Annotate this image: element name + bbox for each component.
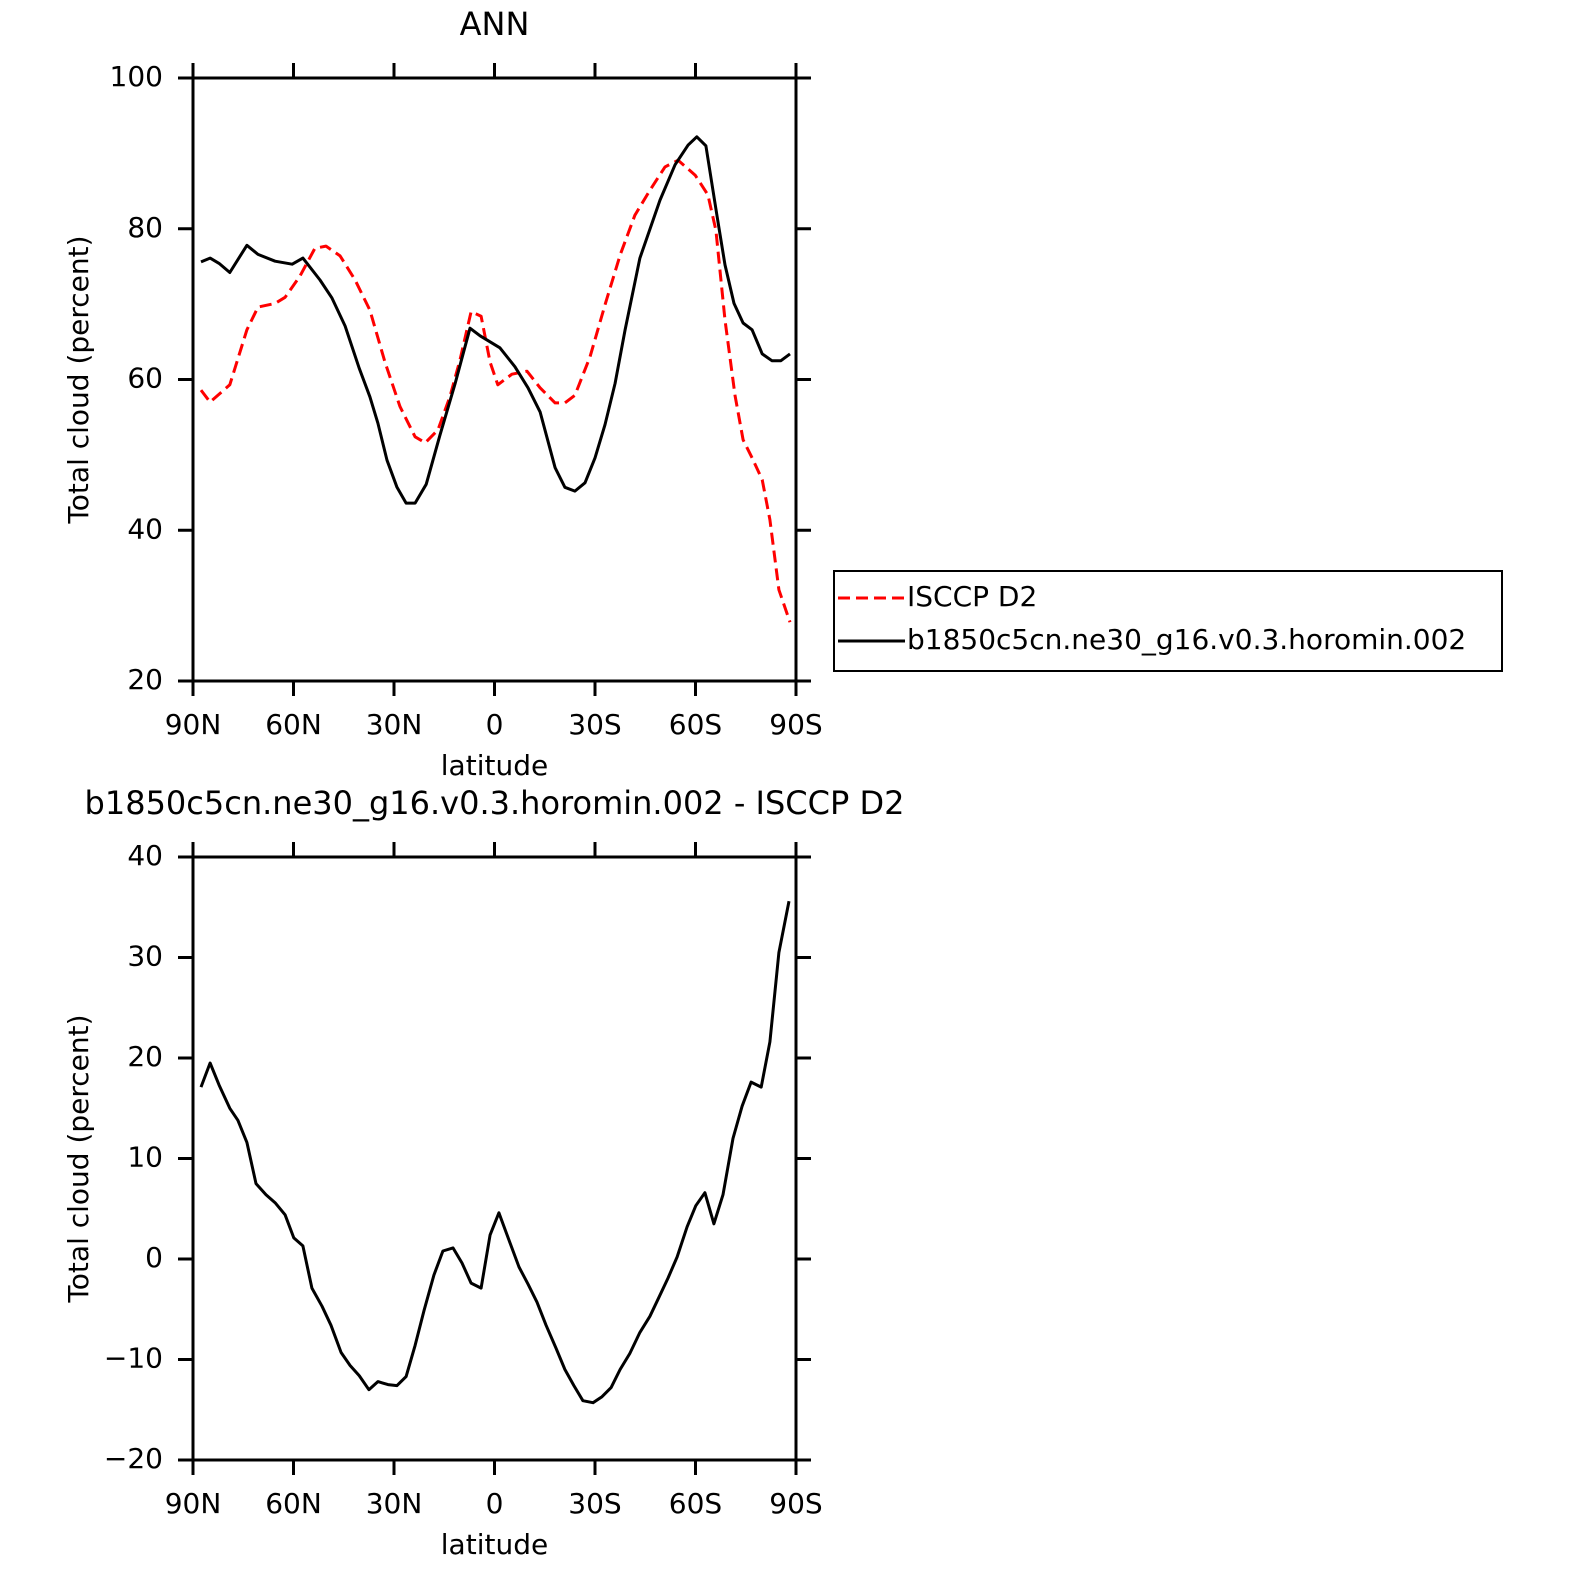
y-tick-label: −10 [104,1342,163,1375]
legend-label: ISCCP D2 [907,580,1037,613]
y-tick-label: −20 [104,1442,163,1475]
x-tick-label: 0 [486,708,504,741]
y-axis-label: Total cloud (percent) [62,1014,95,1303]
x-tick-label: 90S [769,708,822,741]
x-tick-label: 60S [669,1487,722,1520]
series-line [200,135,791,505]
series-line [199,158,792,623]
y-tick-label: 40 [127,839,163,872]
x-axis-label: latitude [441,1528,548,1561]
y-axis-label: Total cloud (percent) [62,235,95,524]
legend-label: b1850c5cn.ne30_g16.v0.3.horomin.002 [907,623,1466,656]
x-tick-label: 60N [265,1487,322,1520]
chart-title: ANN [460,5,530,43]
y-tick-label: 0 [145,1241,163,1274]
legend-box [833,570,1503,672]
y-tick-label: 60 [127,362,163,395]
x-tick-label: 90N [165,1487,222,1520]
x-tick-label: 60N [265,708,322,741]
x-tick-label: 30S [568,1487,621,1520]
y-tick-label: 80 [127,211,163,244]
y-tick-label: 30 [127,940,163,973]
y-tick-label: 20 [127,1040,163,1073]
x-tick-label: 0 [486,1487,504,1520]
series-line [199,900,791,1405]
x-tick-label: 90S [769,1487,822,1520]
y-tick-label: 20 [127,663,163,696]
plot-frame [191,76,798,683]
y-tick-label: 100 [110,60,163,93]
x-tick-label: 30N [366,1487,423,1520]
x-axis-label: latitude [441,749,548,782]
x-tick-label: 90N [165,708,222,741]
y-tick-label: 10 [127,1141,163,1174]
x-tick-label: 30S [568,708,621,741]
x-tick-label: 60S [669,708,722,741]
chart-title: b1850c5cn.ne30_g16.v0.3.horomin.002 - IS… [85,784,905,822]
y-tick-label: 40 [127,512,163,545]
x-tick-label: 30N [366,708,423,741]
plot-frame [191,855,798,1462]
